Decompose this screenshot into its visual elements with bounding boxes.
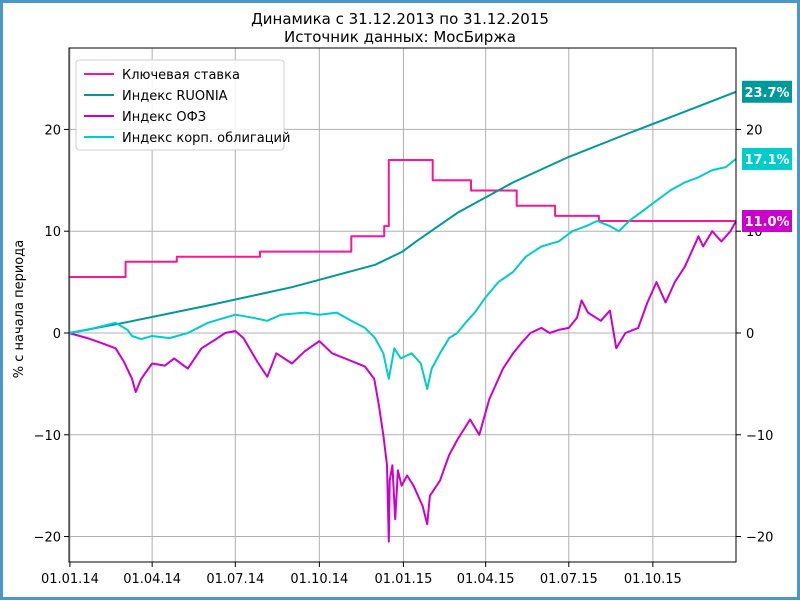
legend-label: Индекс RUONIA xyxy=(122,89,228,104)
chart-title: Динамика с 31.12.2013 по 31.12.2015 xyxy=(251,10,549,28)
y-tick-label-right: 0 xyxy=(746,327,754,342)
y-tick-label-right: −10 xyxy=(746,429,773,444)
y-tick-label-left: 10 xyxy=(44,225,61,240)
y-tick-label-left: −10 xyxy=(34,429,61,444)
chart: Динамика с 31.12.2013 по 31.12.2015 Исто… xyxy=(12,10,792,587)
y-tick-label-left: 0 xyxy=(53,327,61,342)
y-tick-label-left: −20 xyxy=(34,531,61,546)
end-label-text: 11.0% xyxy=(744,215,789,230)
x-tick-label: 01.01.14 xyxy=(41,572,99,587)
end-label-box xyxy=(742,80,792,103)
series-layer xyxy=(68,90,737,543)
plot-area xyxy=(68,47,737,563)
x-tick-label: 01.01.15 xyxy=(374,572,432,587)
legend: Ключевая ставка Индекс RUONIA Индекс ОФЗ Ин… xyxy=(75,59,290,151)
y-tick-label-right: 20 xyxy=(746,123,763,138)
y-tick-label-left: 20 xyxy=(44,123,61,138)
end-labels: 23.7% 17.1% 11.0% xyxy=(742,80,792,233)
end-label-text: 23.7% xyxy=(744,86,789,101)
x-tick-label: 01.07.14 xyxy=(206,572,264,587)
series-line-0 xyxy=(69,159,736,278)
x-tick-label: 01.04.15 xyxy=(457,572,515,587)
end-label-2: 11.0% xyxy=(742,210,792,233)
x-tick-label: 01.04.14 xyxy=(123,572,181,587)
series-line-1 xyxy=(68,90,737,334)
y-tick-label-right: −20 xyxy=(746,531,773,546)
end-label-box xyxy=(742,210,792,233)
legend-label: Ключевая ставка xyxy=(122,68,240,83)
x-tick-label: 01.10.15 xyxy=(624,572,682,587)
series-line-2 xyxy=(68,220,737,543)
ticks: 01.01.14 01.04.14 01.07.14 01.10.14 01.01.15… xyxy=(34,123,774,587)
chart-subtitle: Источник данных: МосБиржа xyxy=(284,28,516,46)
y-axis-label: % с начала периода xyxy=(12,240,27,378)
end-label-box xyxy=(742,147,792,170)
end-label-1: 17.1% xyxy=(742,147,792,170)
series-line-3 xyxy=(68,158,737,390)
end-label-0: 23.7% xyxy=(742,80,792,103)
end-label-text: 17.1% xyxy=(744,153,789,168)
x-tick-label: 01.07.15 xyxy=(540,572,598,587)
legend-box xyxy=(75,59,285,151)
legend-label: Индекс ОФЗ xyxy=(122,110,206,125)
x-tick-label: 01.10.14 xyxy=(290,572,348,587)
legend-label: Индекс корп. облигаций xyxy=(122,131,290,146)
